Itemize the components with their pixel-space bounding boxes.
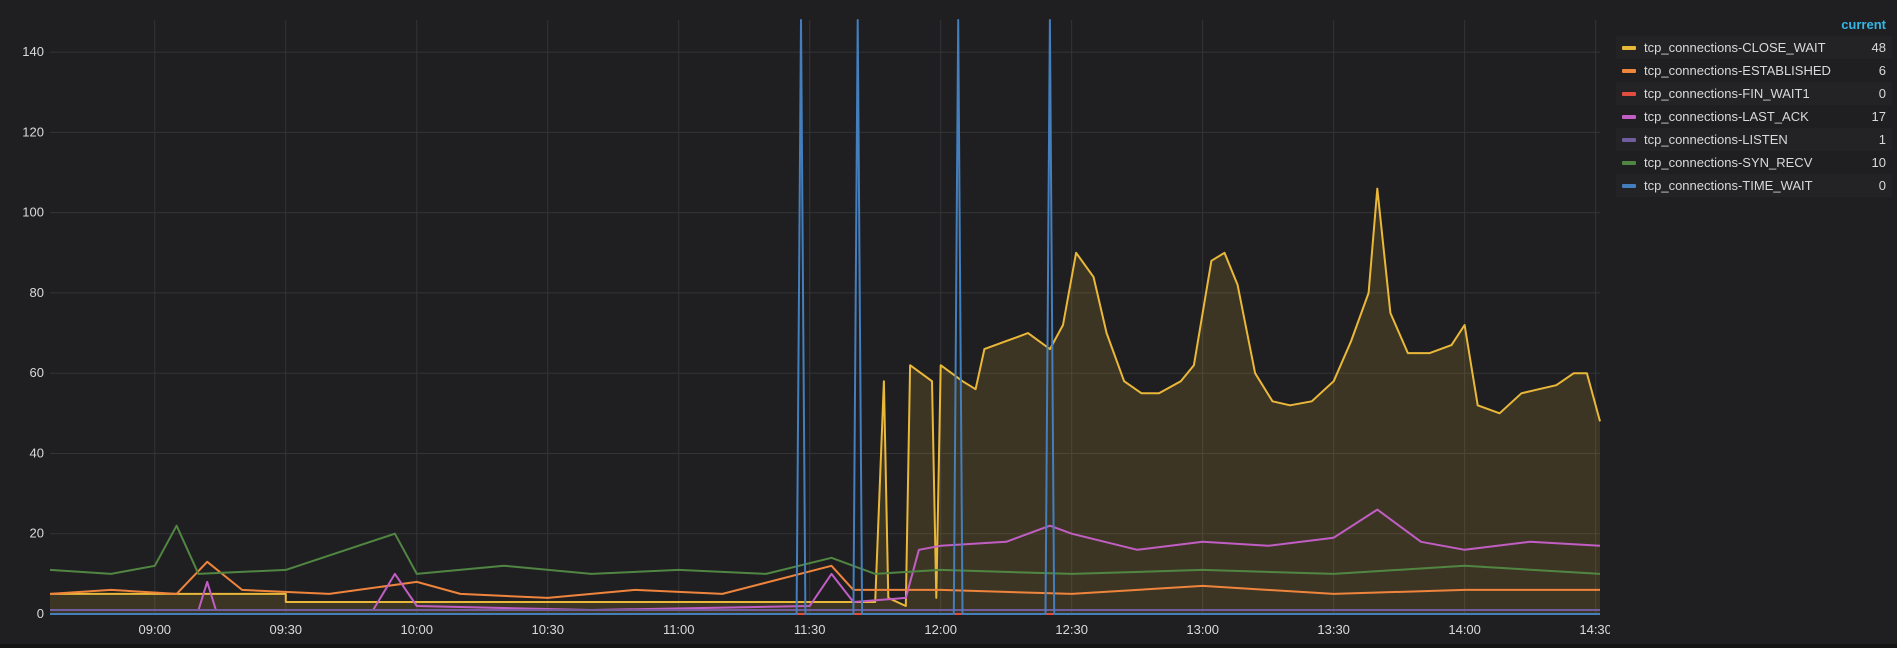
legend-swatch (1622, 114, 1636, 119)
x-tick-label: 09:30 (270, 622, 303, 637)
y-tick-label: 20 (30, 526, 44, 541)
y-tick-label: 0 (37, 606, 44, 621)
legend-rows: tcp_connections-CLOSE_WAIT 48 tcp_connecti… (1616, 36, 1892, 197)
x-tick-label: 14:00 (1448, 622, 1481, 637)
x-tick-label: 14:30 (1579, 622, 1610, 637)
series-line[interactable] (49, 524, 1601, 575)
y-axis: 0 20 40 60 80 100 120 140 (22, 44, 44, 621)
y-tick-label: 60 (30, 365, 44, 380)
series-line[interactable] (50, 508, 1601, 611)
legend-series-name: tcp_connections-CLOSE_WAIT (1644, 40, 1826, 55)
y-tick-label: 100 (22, 205, 44, 220)
legend-item[interactable]: tcp_connections-ESTABLISHED 6 (1616, 59, 1892, 82)
y-tick-label: 40 (30, 445, 44, 460)
legend-current-value: 6 (1878, 63, 1886, 78)
legend-current-value: 0 (1878, 86, 1886, 101)
legend-current-value: 1 (1878, 132, 1886, 147)
legend-value-header[interactable]: current (1841, 17, 1886, 32)
x-tick-label: 11:30 (794, 622, 826, 637)
chart-grid (50, 20, 1600, 615)
legend-series-name: tcp_connections-TIME_WAIT (1644, 178, 1813, 193)
legend-item[interactable]: tcp_connections-FIN_WAIT1 0 (1616, 82, 1892, 105)
legend-item[interactable]: tcp_connections-LISTEN 1 (1616, 128, 1892, 151)
legend-swatch (1622, 160, 1636, 165)
chart-legend: current tcp_connections-CLOSE_WAIT 48 tcp_… (1616, 14, 1892, 197)
series-line[interactable] (50, 19, 1600, 615)
series-line[interactable] (49, 560, 1600, 599)
legend-swatch (1622, 91, 1636, 96)
legend-current-value: 48 (1871, 40, 1886, 55)
y-tick-label: 120 (22, 124, 44, 139)
legend-series-name: tcp_connections-FIN_WAIT1 (1644, 86, 1810, 101)
legend-item[interactable]: tcp_connections-TIME_WAIT 0 (1616, 174, 1892, 197)
x-tick-label: 13:00 (1186, 622, 1219, 637)
legend-current-value: 17 (1871, 109, 1886, 124)
legend-swatch (1622, 183, 1636, 188)
series-area (50, 188, 1600, 614)
legend-current-value: 10 (1871, 155, 1886, 170)
x-tick-label: 12:00 (924, 622, 957, 637)
x-tick-label: 13:30 (1317, 622, 1350, 637)
legend-swatch (1622, 45, 1636, 50)
x-tick-label: 10:00 (400, 622, 433, 637)
legend-item[interactable]: tcp_connections-SYN_RECV 10 (1616, 151, 1892, 174)
x-tick-label: 12:30 (1055, 622, 1088, 637)
x-tick-label: 10:30 (531, 622, 564, 637)
legend-item[interactable]: tcp_connections-CLOSE_WAIT 48 (1616, 36, 1892, 59)
y-tick-label: 80 (30, 285, 44, 300)
x-tick-label: 09:00 (139, 622, 172, 637)
legend-series-name: tcp_connections-LISTEN (1644, 132, 1788, 147)
legend-series-name: tcp_connections-ESTABLISHED (1644, 63, 1831, 78)
line-chart[interactable]: 0 20 40 60 80 100 120 140 09:00 09:30 10:00 10:30 1… (0, 0, 1610, 648)
x-tick-label: 11:00 (663, 622, 695, 637)
legend-swatch (1622, 137, 1636, 142)
legend-item[interactable]: tcp_connections-LAST_ACK 17 (1616, 105, 1892, 128)
legend-current-value: 0 (1878, 178, 1886, 193)
legend-series-name: tcp_connections-SYN_RECV (1644, 155, 1813, 170)
x-axis: 09:00 09:30 10:00 10:30 11:00 11:30 12:00 12:30… (139, 622, 1610, 637)
series-line[interactable] (50, 187, 1601, 607)
y-tick-label: 140 (22, 44, 44, 59)
legend-series-name: tcp_connections-LAST_ACK (1644, 109, 1809, 124)
legend-swatch (1622, 68, 1636, 73)
chart-series (49, 19, 1601, 615)
